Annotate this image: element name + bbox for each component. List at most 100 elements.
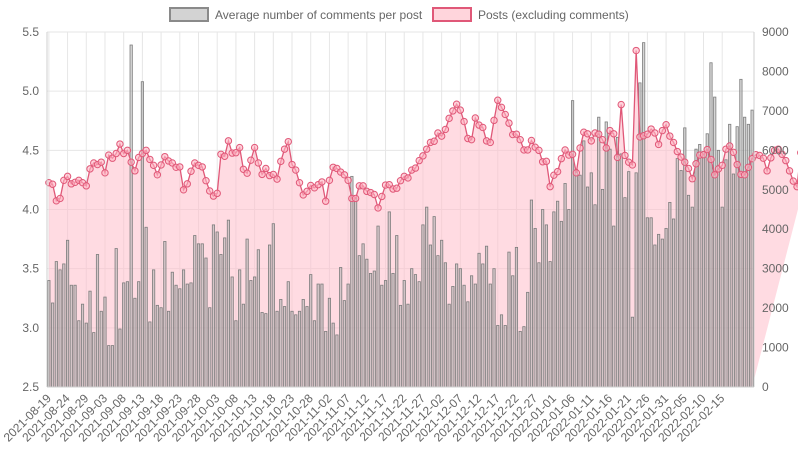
posts-point[interactable] xyxy=(778,150,786,158)
posts-point[interactable] xyxy=(699,150,708,159)
comments-bar[interactable] xyxy=(649,217,653,388)
comments-bar[interactable] xyxy=(387,211,391,388)
posts-point[interactable] xyxy=(449,107,457,115)
posts-point[interactable] xyxy=(561,146,569,154)
posts-point[interactable] xyxy=(149,161,158,170)
posts-point[interactable] xyxy=(744,163,753,171)
comments-bar[interactable] xyxy=(548,261,552,388)
posts-point[interactable] xyxy=(48,180,57,188)
comments-bar[interactable] xyxy=(421,224,425,388)
posts-point[interactable] xyxy=(789,177,797,185)
posts-point[interactable] xyxy=(273,175,281,183)
posts-point[interactable] xyxy=(785,167,794,175)
posts-point[interactable] xyxy=(284,137,292,146)
comments-bar[interactable] xyxy=(159,307,163,388)
posts-point[interactable] xyxy=(583,130,592,138)
posts-point[interactable] xyxy=(280,145,289,153)
posts-point[interactable] xyxy=(512,130,521,138)
posts-point[interactable] xyxy=(651,129,659,137)
posts-point[interactable] xyxy=(250,143,259,152)
posts-point[interactable] xyxy=(127,158,135,166)
comments-bar[interactable] xyxy=(709,62,713,388)
comments-bar[interactable] xyxy=(62,263,66,388)
posts-point[interactable] xyxy=(613,153,622,162)
comments-bar[interactable] xyxy=(230,276,234,388)
posts-point[interactable] xyxy=(711,171,719,179)
comments-bar[interactable] xyxy=(563,183,567,388)
posts-point[interactable] xyxy=(187,167,195,175)
comments-bar[interactable] xyxy=(724,159,728,388)
comments-bar[interactable] xyxy=(492,268,496,388)
posts-point[interactable] xyxy=(176,163,184,171)
comments-bar[interactable] xyxy=(713,96,717,388)
comments-bar[interactable] xyxy=(241,303,245,388)
posts-point[interactable] xyxy=(131,167,139,175)
posts-point[interactable] xyxy=(553,167,562,176)
posts-point[interactable] xyxy=(602,144,610,152)
posts-point[interactable] xyxy=(325,176,334,185)
posts-point[interactable] xyxy=(542,157,551,166)
comments-bar[interactable] xyxy=(585,186,590,388)
comments-bar[interactable] xyxy=(268,244,272,388)
comments-bar[interactable] xyxy=(95,254,100,388)
comments-bar[interactable] xyxy=(559,220,563,388)
comments-bar[interactable] xyxy=(181,269,186,388)
comments-bar[interactable] xyxy=(305,306,309,388)
posts-point[interactable] xyxy=(628,161,637,169)
comments-bar[interactable] xyxy=(597,116,601,388)
comments-bar[interactable] xyxy=(541,209,545,388)
posts-point[interactable] xyxy=(224,137,233,145)
comments-bar[interactable] xyxy=(327,297,331,388)
comments-bar[interactable] xyxy=(440,239,444,388)
comments-bar[interactable] xyxy=(642,42,646,388)
comments-bar[interactable] xyxy=(107,345,111,388)
comments-bar[interactable] xyxy=(354,197,358,388)
comments-bar[interactable] xyxy=(686,194,691,388)
comments-bar[interactable] xyxy=(282,306,287,388)
posts-point[interactable] xyxy=(763,167,771,175)
comments-bar[interactable] xyxy=(406,303,410,388)
posts-point[interactable] xyxy=(351,194,360,203)
posts-point[interactable] xyxy=(688,175,696,183)
comments-bar[interactable] xyxy=(215,231,219,388)
posts-point[interactable] xyxy=(393,184,401,192)
comments-bar[interactable] xyxy=(705,133,709,388)
comments-bar[interactable] xyxy=(432,216,436,388)
comments-bar[interactable] xyxy=(533,228,537,388)
comments-bar[interactable] xyxy=(668,201,672,388)
comments-bar[interactable] xyxy=(391,272,395,388)
posts-point[interactable] xyxy=(718,161,726,170)
comments-bar[interactable] xyxy=(672,218,676,388)
posts-point[interactable] xyxy=(621,151,629,160)
comments-bar[interactable] xyxy=(728,123,732,388)
posts-point[interactable] xyxy=(729,148,738,157)
posts-point[interactable] xyxy=(404,174,412,182)
comments-bar[interactable] xyxy=(122,282,126,388)
comments-bar[interactable] xyxy=(473,283,477,388)
comments-bar[interactable] xyxy=(301,299,305,388)
posts-point[interactable] xyxy=(452,100,461,108)
posts-point[interactable] xyxy=(374,204,382,212)
comments-bar[interactable] xyxy=(455,263,459,388)
comments-bar[interactable] xyxy=(623,197,627,388)
comments-bar[interactable] xyxy=(234,320,238,388)
posts-point[interactable] xyxy=(557,154,566,163)
comments-bar[interactable] xyxy=(481,263,485,388)
comments-bar[interactable] xyxy=(137,281,141,388)
comments-bar[interactable] xyxy=(223,237,227,388)
posts-point[interactable] xyxy=(86,165,94,173)
comments-bar[interactable] xyxy=(211,224,216,388)
comments-bar[interactable] xyxy=(275,310,279,388)
comments-bar[interactable] xyxy=(167,310,171,388)
comments-bar[interactable] xyxy=(316,283,320,388)
posts-point[interactable] xyxy=(505,119,513,127)
posts-point[interactable] xyxy=(460,117,468,126)
posts-point[interactable] xyxy=(617,100,625,109)
comments-bar[interactable] xyxy=(88,290,92,388)
posts-point[interactable] xyxy=(262,164,270,173)
comments-bar[interactable] xyxy=(675,158,679,388)
posts-point[interactable] xyxy=(587,137,595,145)
comments-bar[interactable] xyxy=(398,304,403,388)
comments-bar[interactable] xyxy=(297,310,302,388)
comments-bar[interactable] xyxy=(357,255,361,388)
